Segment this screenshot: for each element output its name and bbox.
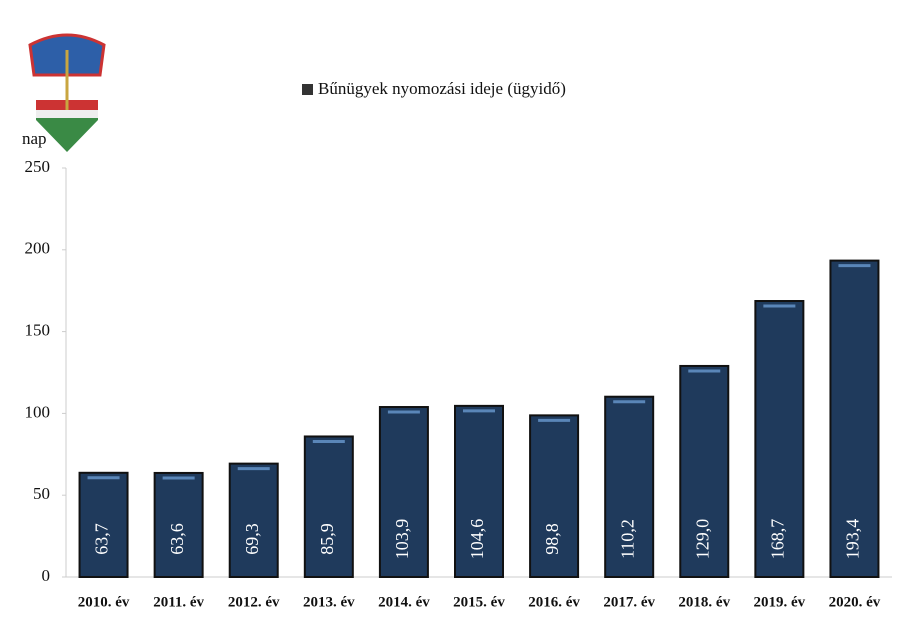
- bar: [604, 395, 655, 578]
- value-label: 63,7: [92, 523, 112, 555]
- x-tick-label: 2010. év: [78, 594, 130, 610]
- value-label: 63,6: [167, 523, 187, 555]
- y-tick-label: 100: [25, 402, 51, 421]
- x-tick-label: 2011. év: [153, 594, 204, 610]
- police-logo: [28, 33, 106, 152]
- x-tick-label: 2017. év: [603, 594, 655, 610]
- value-label: 104,6: [467, 519, 487, 560]
- legend-swatch: [302, 84, 313, 95]
- x-tick-label: 2012. év: [228, 594, 280, 610]
- y-tick-label: 0: [42, 566, 51, 585]
- bar: [153, 471, 204, 579]
- x-tick-label: 2014. év: [378, 594, 430, 610]
- x-tick-label: 2013. év: [303, 594, 355, 610]
- x-tick-label: 2020. év: [829, 594, 881, 610]
- value-label: 85,9: [317, 523, 337, 555]
- y-tick-label: 50: [33, 484, 50, 503]
- bar: [754, 300, 805, 578]
- y-tick-label: 150: [25, 321, 51, 340]
- value-label: 103,9: [392, 519, 412, 560]
- value-label: 168,7: [767, 519, 787, 560]
- legend-label: Bűnügyek nyomozási ideje (ügyidő): [318, 79, 566, 98]
- value-label: 193,4: [843, 519, 863, 560]
- value-label: 69,3: [242, 523, 262, 555]
- bar: [454, 404, 504, 578]
- y-tick-label: 200: [25, 239, 51, 258]
- bar: [78, 471, 129, 579]
- x-tick-label: 2018. év: [678, 594, 730, 610]
- x-tick-label: 2016. év: [528, 594, 580, 610]
- bar: [529, 414, 580, 578]
- value-label: 110,2: [617, 519, 637, 559]
- bar: [228, 462, 279, 579]
- bar: [303, 435, 354, 578]
- bar: [378, 406, 429, 578]
- x-tick-label: 2015. év: [453, 594, 505, 610]
- value-label: 98,8: [542, 523, 562, 555]
- bar: [679, 364, 730, 578]
- y-axis-label: nap: [22, 129, 47, 148]
- value-label: 129,0: [692, 519, 712, 560]
- y-tick-label: 250: [25, 157, 51, 176]
- bar: [829, 259, 880, 578]
- x-tick-label: 2019. év: [754, 594, 806, 610]
